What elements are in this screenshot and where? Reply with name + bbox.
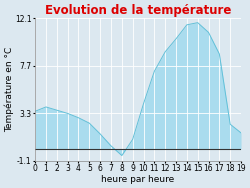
Y-axis label: Température en °C: Température en °C <box>4 47 14 132</box>
X-axis label: heure par heure: heure par heure <box>102 175 175 184</box>
Title: Evolution de la température: Evolution de la température <box>45 4 231 17</box>
